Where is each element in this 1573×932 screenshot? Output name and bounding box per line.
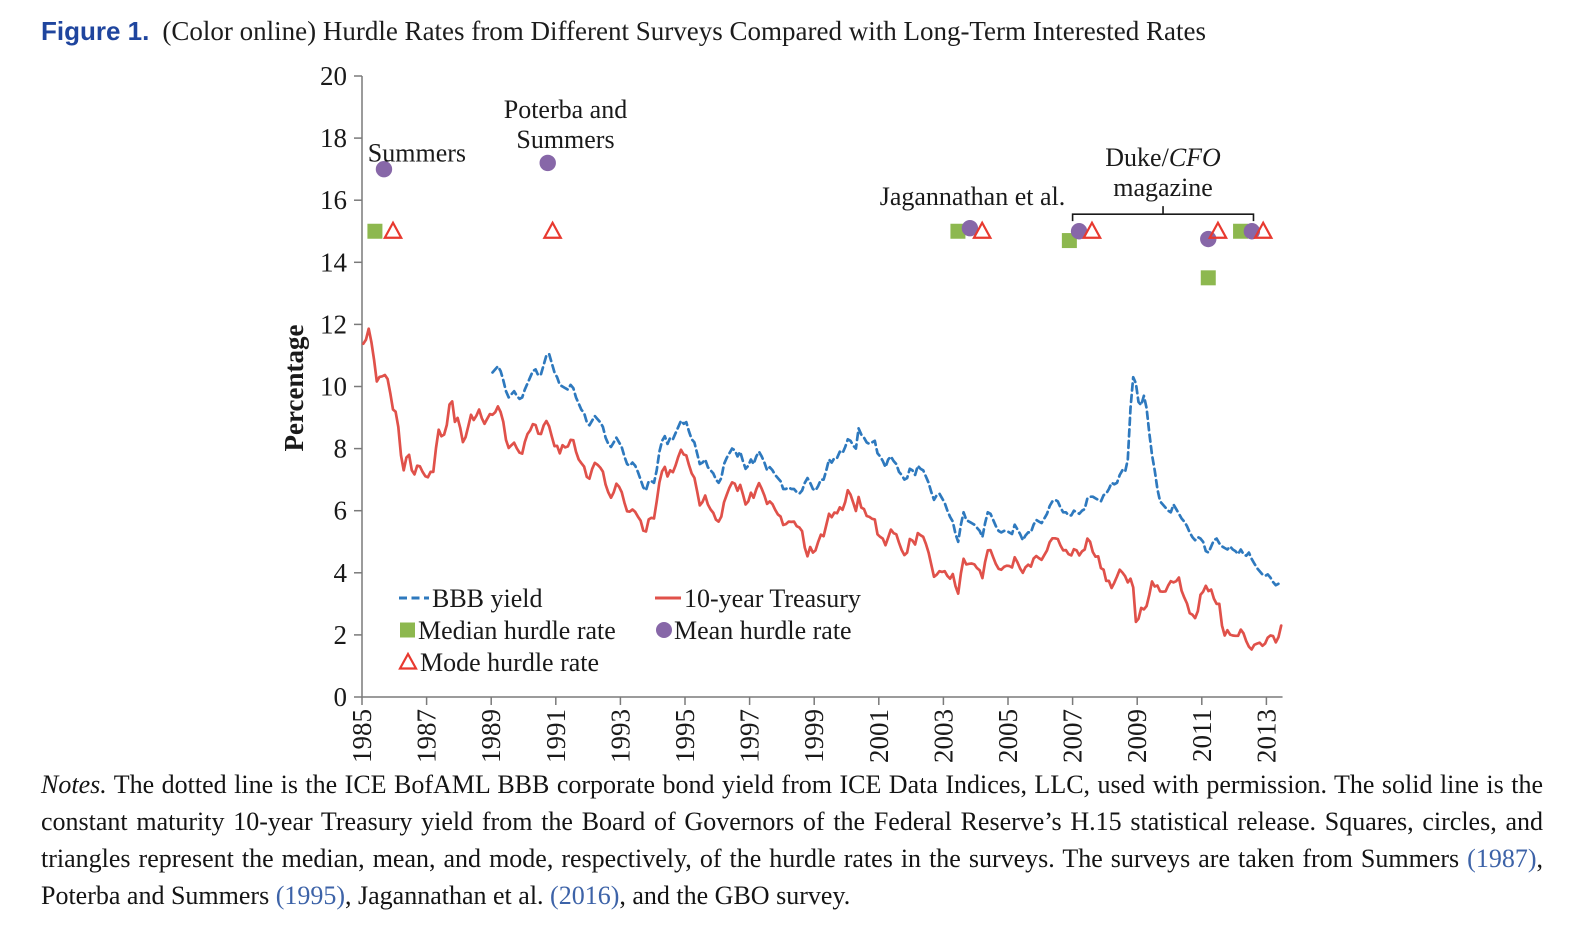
annotation-text: magazine — [1113, 173, 1213, 202]
annotation-text: Duke/CFO — [1105, 143, 1221, 172]
figure-title-text: (Color online) Hurdle Rates from Differe… — [162, 16, 1206, 46]
mode-marker — [382, 220, 404, 239]
mean-marker — [375, 160, 393, 178]
mean-marker — [1070, 223, 1088, 240]
legend-circle-swatch — [656, 622, 672, 638]
y-tick-label: 12 — [320, 309, 347, 339]
mean-markers — [375, 154, 1261, 248]
annotation-text: Jagannathan et al. — [880, 182, 1066, 211]
annotation-text: Summers — [368, 138, 466, 167]
x-tick-label: 2009 — [1122, 709, 1152, 763]
duke-cfo-bracket — [1071, 206, 1255, 222]
y-tick-label: 0 — [334, 682, 348, 712]
x-tick-label: 1989 — [476, 709, 506, 763]
y-tick-label: 10 — [320, 372, 347, 402]
figure-notes: Notes. The dotted line is the ICE BofAML… — [41, 766, 1543, 914]
legend-label: 10-year Treasury — [684, 584, 861, 613]
annotation-text: Summers — [516, 125, 614, 154]
y-tick-label: 8 — [334, 434, 348, 464]
bbb-yield-line — [491, 352, 1283, 587]
mean-marker — [1200, 230, 1217, 248]
x-tick-label: 2005 — [993, 709, 1023, 763]
notes-citation-link[interactable]: (1995) — [275, 881, 346, 910]
figure-caption: Figure 1. (Color online) Hurdle Rates fro… — [41, 16, 1541, 47]
mean-marker — [961, 219, 979, 237]
x-tick-label: 1985 — [347, 709, 377, 763]
legend-label: Median hurdle rate — [418, 616, 616, 645]
annotation-text: Poterba and — [504, 95, 627, 124]
x-tick-label: 1995 — [670, 709, 700, 763]
notes-text-segment: , and the GBO survey. — [619, 881, 851, 910]
x-tick-label: 1997 — [735, 709, 765, 763]
y-tick-label: 4 — [334, 558, 348, 588]
x-tick-label: 1993 — [605, 709, 635, 763]
legend-square-swatch — [400, 622, 415, 638]
x-tick-label: 1987 — [412, 709, 442, 763]
y-tick-label: 16 — [320, 185, 347, 215]
x-tick-label: 2011 — [1187, 709, 1217, 762]
median-marker — [950, 223, 966, 239]
legend-label: Mean hurdle rate — [674, 616, 852, 645]
notes-text-segment: , Poterba and Summers — [41, 844, 1543, 910]
mode-marker — [542, 220, 563, 239]
legend: BBB yield 10-year Treasury Median hurdle r… — [398, 584, 861, 677]
notes-text-segment: Notes. — [41, 770, 107, 799]
mode-markers — [382, 220, 1274, 239]
treasury-line — [361, 327, 1283, 651]
annotation-jagannathan: Jagannathan et al. — [880, 182, 1066, 211]
y-tick-label: 14 — [320, 247, 348, 277]
notes-text-segment: , Jagannathan et al. — [345, 881, 551, 910]
x-tick-label: 1999 — [799, 709, 829, 763]
mode-marker — [1253, 220, 1274, 239]
notes-citation-link[interactable]: (2016) — [550, 881, 620, 910]
legend-label: Mode hurdle rate — [420, 648, 599, 677]
notes-citation-link[interactable]: (1987) — [1467, 844, 1537, 873]
median-marker — [1200, 270, 1216, 286]
x-tick-label: 2003 — [928, 709, 958, 763]
mode-marker — [1081, 220, 1103, 239]
y-tick-label: 18 — [320, 123, 347, 153]
median-marker — [1233, 223, 1249, 239]
mode-marker — [1207, 220, 1229, 239]
median-marker — [367, 223, 383, 239]
x-tick-label: 2007 — [1058, 709, 1088, 763]
y-axis-title: Percentage — [279, 325, 309, 452]
x-tick-label: 1991 — [541, 709, 571, 763]
annotation-summers: Summers — [368, 138, 466, 167]
y-tick-label: 6 — [334, 496, 348, 526]
x-tick-label: 2013 — [1251, 709, 1281, 763]
y-tick-label: 20 — [320, 61, 347, 91]
mode-marker — [972, 220, 993, 239]
x-tick-label: 2001 — [864, 709, 894, 763]
median-markers — [367, 223, 1249, 286]
notes-text-segment: The dotted line is the ICE BofAML BBB co… — [41, 770, 1543, 873]
mean-marker — [539, 154, 556, 172]
legend-triangle-swatch — [398, 651, 418, 670]
y-tick-label: 2 — [334, 620, 348, 650]
legend-label: BBB yield — [432, 584, 543, 613]
figure-label: Figure 1. — [41, 16, 150, 46]
